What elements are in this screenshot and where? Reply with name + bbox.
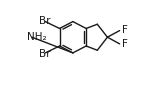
Text: Br: Br (39, 49, 51, 59)
Text: F: F (122, 25, 128, 35)
Text: NH₂: NH₂ (27, 32, 46, 42)
Text: F: F (122, 39, 128, 49)
Text: Br: Br (39, 15, 51, 26)
